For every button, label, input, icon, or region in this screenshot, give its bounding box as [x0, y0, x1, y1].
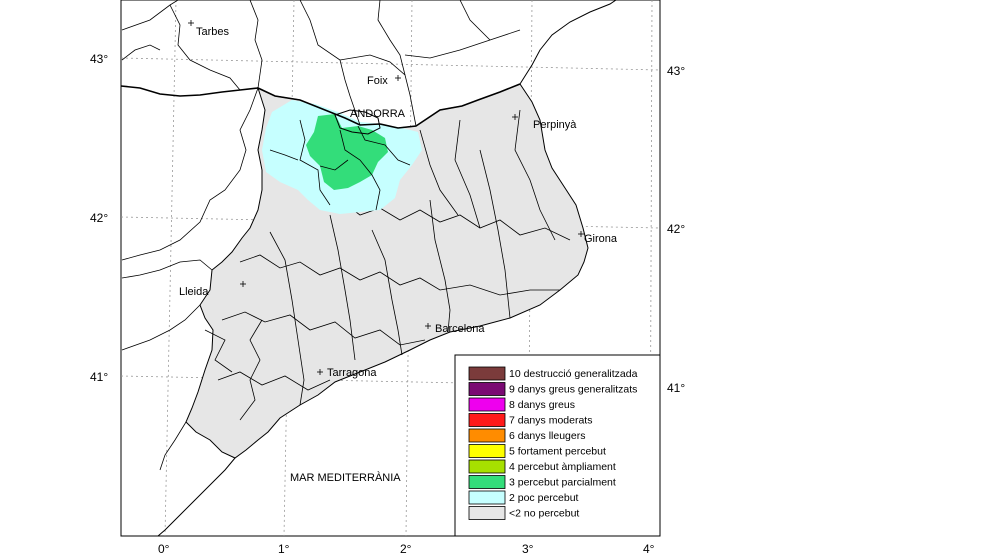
spain-boundaries [121, 87, 259, 471]
legend-swatch [468, 366, 506, 381]
lon-label-1: 1° [278, 542, 290, 556]
legend-swatch [468, 397, 506, 412]
spain-coast-south [157, 457, 236, 537]
lat-label-left-41: 41° [90, 370, 108, 384]
label-tarbes: Tarbes [196, 26, 230, 38]
lon-label-0: 0° [158, 542, 170, 556]
label-sea: MAR MEDITERRÀNIA [290, 471, 401, 484]
legend-label: 8 danys greus [509, 399, 575, 411]
france-departments [121, 0, 521, 127]
lat-label-right-41: 41° [667, 381, 685, 395]
legend-label: 10 destrucció generalitzada [509, 368, 638, 380]
legend-swatch [468, 506, 506, 520]
legend-label: 2 poc percebut [509, 492, 579, 504]
legend-label: 6 danys lleugers [509, 430, 585, 442]
intensity-3-area [306, 114, 388, 190]
legend-label: 4 percebut àmpliament [509, 461, 616, 473]
french-coast [519, 0, 617, 85]
lat-label-left-43: 43° [90, 52, 108, 66]
lon-label-3: 3° [522, 542, 534, 556]
legend-label: 5 fortament percebut [509, 446, 606, 458]
legend-swatch [468, 490, 506, 505]
legend-label: 9 danys greus generalitzats [509, 384, 637, 396]
lat-label-right-42: 42° [667, 222, 685, 236]
legend-swatch [468, 428, 506, 443]
lat-label-left-42: 42° [90, 211, 108, 225]
label-perpinya: Perpinyà [533, 119, 577, 131]
label-lleida: Lleida [179, 286, 209, 298]
label-andorra: ANDORRA [350, 108, 406, 120]
lon-label-2: 2° [400, 542, 412, 556]
legend-label: <2 no percebut [509, 508, 579, 520]
label-foix: Foix [367, 75, 388, 87]
label-tarragona: Tarragona [327, 367, 377, 379]
inner-boundaries [269, 119, 411, 211]
city-markers [188, 20, 584, 375]
legend: 10 destrucció generalitzada 9 danys greus… [454, 354, 661, 537]
legend-label: 7 danys moderats [509, 415, 592, 427]
legend-swatch [468, 413, 506, 427]
label-barcelona: Barcelona [435, 323, 485, 335]
legend-swatch [468, 382, 506, 396]
international-borders [120, 83, 521, 129]
comarca-boundaries [204, 109, 571, 421]
legend-swatch [468, 459, 506, 474]
legend-swatch [468, 444, 506, 458]
label-girona: Girona [584, 233, 618, 245]
lon-label-4: 4° [643, 542, 655, 556]
lat-label-right-43: 43° [667, 64, 685, 78]
legend-swatch [468, 475, 506, 489]
legend-label: 3 percebut parcialment [509, 477, 616, 489]
